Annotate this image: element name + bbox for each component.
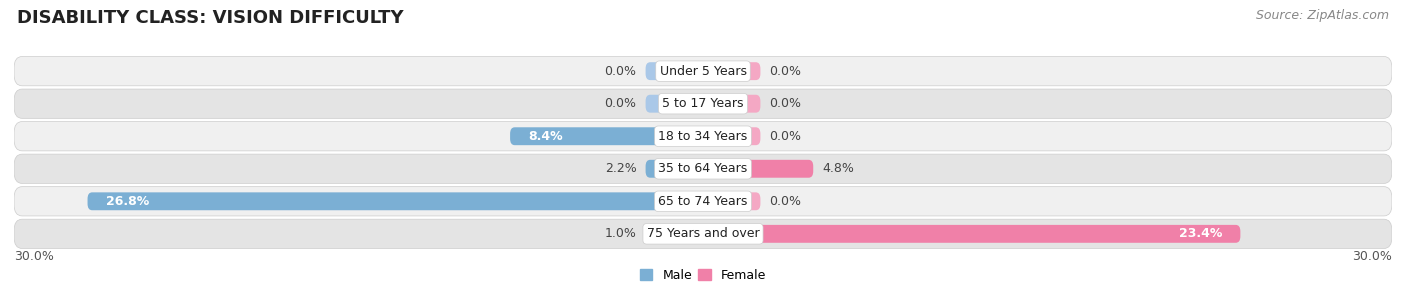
Text: 30.0%: 30.0% bbox=[14, 250, 53, 263]
Text: Under 5 Years: Under 5 Years bbox=[659, 65, 747, 78]
Text: 0.0%: 0.0% bbox=[769, 195, 801, 208]
FancyBboxPatch shape bbox=[14, 187, 1392, 216]
Text: 75 Years and over: 75 Years and over bbox=[647, 227, 759, 240]
Text: 4.8%: 4.8% bbox=[823, 162, 855, 175]
Text: 0.0%: 0.0% bbox=[769, 97, 801, 110]
Text: 0.0%: 0.0% bbox=[605, 65, 637, 78]
FancyBboxPatch shape bbox=[703, 62, 761, 80]
FancyBboxPatch shape bbox=[14, 89, 1392, 118]
Text: 2.2%: 2.2% bbox=[605, 162, 637, 175]
FancyBboxPatch shape bbox=[645, 95, 703, 113]
Text: DISABILITY CLASS: VISION DIFFICULTY: DISABILITY CLASS: VISION DIFFICULTY bbox=[17, 9, 404, 27]
FancyBboxPatch shape bbox=[645, 62, 703, 80]
FancyBboxPatch shape bbox=[645, 225, 703, 243]
FancyBboxPatch shape bbox=[510, 127, 703, 145]
Text: 26.8%: 26.8% bbox=[105, 195, 149, 208]
FancyBboxPatch shape bbox=[703, 192, 761, 210]
FancyBboxPatch shape bbox=[703, 225, 1240, 243]
Text: 0.0%: 0.0% bbox=[605, 97, 637, 110]
FancyBboxPatch shape bbox=[87, 192, 703, 210]
FancyBboxPatch shape bbox=[703, 160, 813, 178]
Text: 35 to 64 Years: 35 to 64 Years bbox=[658, 162, 748, 175]
Text: 5 to 17 Years: 5 to 17 Years bbox=[662, 97, 744, 110]
FancyBboxPatch shape bbox=[703, 127, 761, 145]
Text: 0.0%: 0.0% bbox=[769, 65, 801, 78]
FancyBboxPatch shape bbox=[14, 122, 1392, 151]
FancyBboxPatch shape bbox=[703, 95, 761, 113]
FancyBboxPatch shape bbox=[645, 160, 703, 178]
Text: 0.0%: 0.0% bbox=[769, 130, 801, 143]
FancyBboxPatch shape bbox=[14, 154, 1392, 183]
Text: 1.0%: 1.0% bbox=[605, 227, 637, 240]
Legend: Male, Female: Male, Female bbox=[636, 264, 770, 287]
FancyBboxPatch shape bbox=[14, 56, 1392, 86]
Text: 8.4%: 8.4% bbox=[529, 130, 562, 143]
FancyBboxPatch shape bbox=[14, 219, 1392, 249]
Text: 23.4%: 23.4% bbox=[1178, 227, 1222, 240]
Text: 30.0%: 30.0% bbox=[1353, 250, 1392, 263]
Text: 65 to 74 Years: 65 to 74 Years bbox=[658, 195, 748, 208]
Text: 18 to 34 Years: 18 to 34 Years bbox=[658, 130, 748, 143]
Text: Source: ZipAtlas.com: Source: ZipAtlas.com bbox=[1256, 9, 1389, 22]
